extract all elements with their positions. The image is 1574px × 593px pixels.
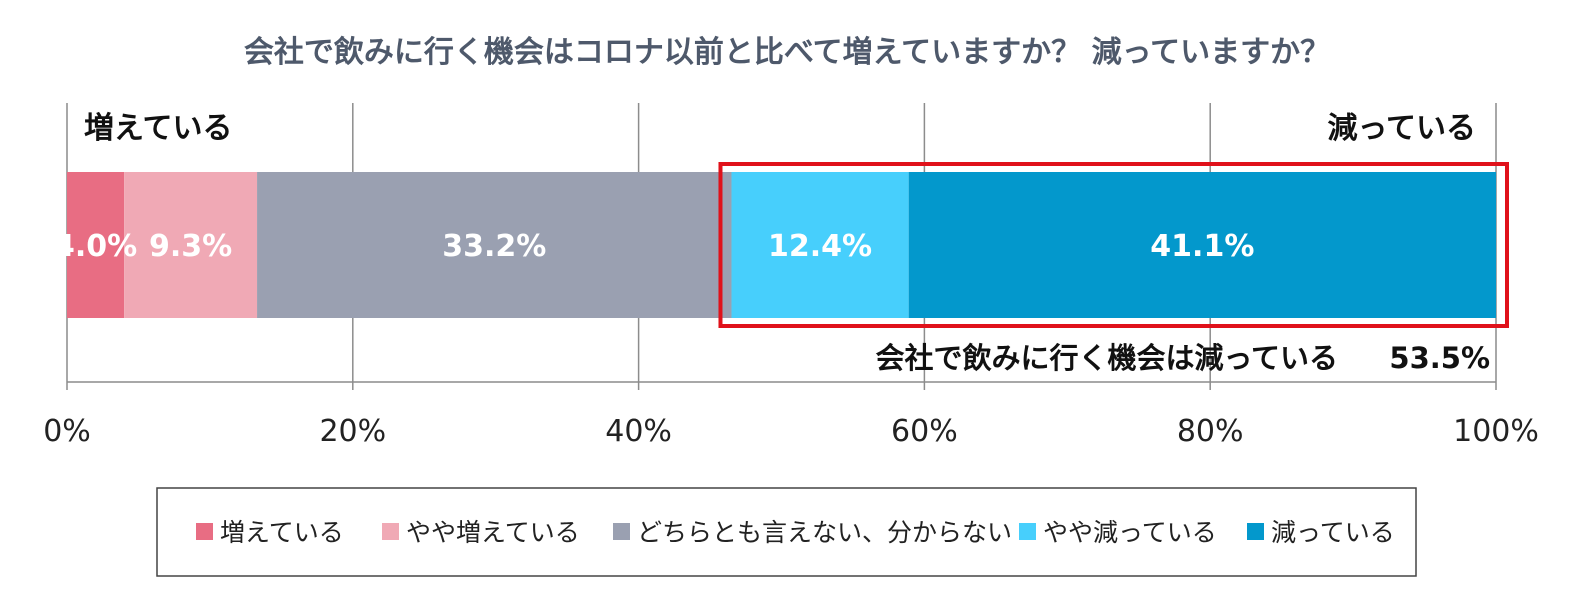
legend-label: 減っている: [1271, 518, 1395, 547]
x-tick-label: 40%: [605, 414, 672, 449]
legend-swatch: [613, 523, 630, 540]
legend-item: やや増えている: [382, 518, 580, 547]
legend-item: やや減っている: [1019, 518, 1217, 547]
x-tick-label: 80%: [1177, 414, 1244, 449]
data-label: 4.0%: [54, 229, 137, 264]
data-label: 9.3%: [149, 229, 232, 264]
right-label: 減っている: [1328, 111, 1477, 146]
legend-item: 増えている: [196, 518, 344, 547]
bar-segment: [67, 172, 125, 318]
legend: 増えている やや増えている どちらとも言えない、分からない やや減っている 減っている: [196, 518, 1395, 547]
highlight-text: 会社で飲みに行く機会は減っている: [875, 341, 1338, 375]
left-label: 増えている: [84, 111, 233, 146]
bar-segment: [731, 172, 909, 318]
legend-item: 減っている: [1247, 518, 1395, 547]
legend-swatch: [1247, 523, 1264, 540]
x-tick-label: 0%: [43, 414, 91, 449]
data-label: 33.2%: [442, 229, 546, 264]
x-axis: 0% 20% 40% 60% 80% 100%: [43, 381, 1539, 449]
bars: [67, 172, 1496, 318]
chart-title: 会社で飲みに行く機会はコロナ以前と比べて増えていますか？ 減っていますか？: [244, 35, 1330, 70]
bar-segment: [124, 172, 258, 318]
legend-item: どちらとも言えない、分からない: [613, 518, 1012, 547]
legend-swatch: [196, 523, 213, 540]
x-tick-label: 100%: [1453, 414, 1539, 449]
data-label: 41.1%: [1150, 229, 1254, 264]
highlight-value: 53.5%: [1389, 341, 1490, 375]
legend-label: 増えている: [220, 518, 344, 547]
highlight-box: [718, 162, 1509, 328]
legend-label: どちらとも言えない、分からない: [637, 518, 1012, 547]
x-tick-label: 60%: [891, 414, 958, 449]
legend-label: やや減っている: [1043, 518, 1217, 547]
x-tick-label: 20%: [319, 414, 386, 449]
legend-swatch: [382, 523, 399, 540]
bar-segment: [257, 172, 732, 318]
legend-box: [156, 487, 1417, 577]
legend-swatch: [1019, 523, 1036, 540]
bar-labels: 4.0% 9.3% 33.2% 12.4% 41.1%: [54, 229, 1254, 264]
legend-label: やや増えている: [406, 518, 580, 547]
data-label: 12.4%: [768, 229, 872, 264]
bar-segment: [908, 172, 1496, 318]
